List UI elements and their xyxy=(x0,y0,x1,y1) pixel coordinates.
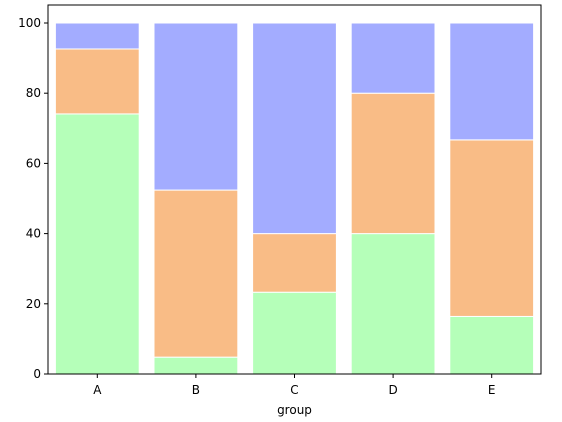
x-tick-label-e: E xyxy=(488,383,496,397)
bar-segment-b-2 xyxy=(153,189,239,358)
bar-segment-a-3 xyxy=(54,22,140,50)
x-tick-label-d: D xyxy=(388,383,397,397)
x-tick-label-a: A xyxy=(93,383,102,397)
x-tick-label-c: C xyxy=(290,383,298,397)
bar-segment-d-1 xyxy=(350,233,436,375)
y-tick-label-0: 0 xyxy=(33,367,41,381)
bar-segment-d-3 xyxy=(350,22,436,94)
plot-frame xyxy=(47,4,542,375)
y-tick-label-80: 80 xyxy=(26,86,41,100)
bar-segment-d-2 xyxy=(350,92,436,235)
y-tick-label-40: 40 xyxy=(26,227,41,241)
bar-segment-e-1 xyxy=(449,315,535,375)
bar-segment-c-2 xyxy=(252,233,337,293)
bar-segment-e-2 xyxy=(449,139,535,317)
y-axis: 0 20 40 60 80 100 xyxy=(18,16,48,381)
bar-segment-e-3 xyxy=(449,22,535,141)
bar-segment-c-1 xyxy=(252,291,337,375)
bar-segment-b-1 xyxy=(153,356,239,375)
y-tick-label-100: 100 xyxy=(18,16,41,30)
bar-segment-c-3 xyxy=(252,22,337,235)
bar-segment-a-1 xyxy=(54,113,140,375)
y-tick-label-60: 60 xyxy=(26,156,41,170)
x-tick-label-b: B xyxy=(192,383,200,397)
bar-segment-a-2 xyxy=(54,48,140,115)
y-tick-label-20: 20 xyxy=(26,297,41,311)
x-axis-label: group xyxy=(277,403,312,417)
bar-segment-b-3 xyxy=(153,22,239,191)
bars-layer xyxy=(54,22,535,375)
x-axis: A B C D E xyxy=(93,374,495,397)
